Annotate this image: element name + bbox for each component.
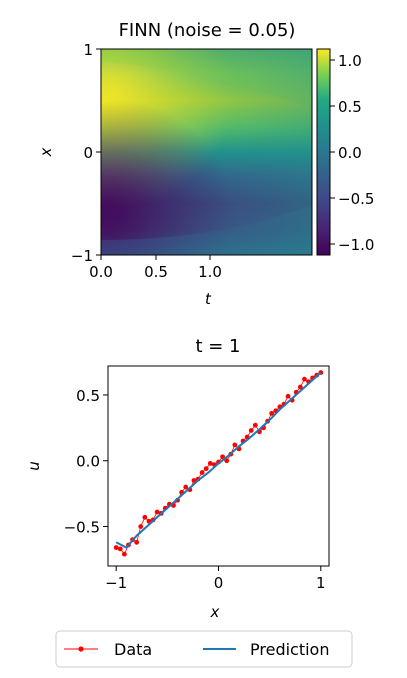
data-point (203, 466, 209, 472)
y-tick-label: 0.0 (76, 453, 100, 471)
line-panel: t = 1 −1 0 1 0.5 0.0 −0.5 x u (25, 336, 330, 621)
data-point (154, 509, 160, 515)
data-point (232, 442, 238, 448)
data-point (220, 454, 225, 460)
line-chart-title: t = 1 (195, 336, 240, 357)
data-point (302, 376, 307, 382)
data-point (121, 551, 127, 557)
colorbar-tick-label: 0.5 (338, 98, 362, 116)
data-point (269, 410, 275, 416)
line-chart-y-axis-label: u (25, 461, 43, 471)
line-chart-x-axis-label: x (210, 603, 220, 621)
data-point (117, 546, 123, 552)
data-point (134, 539, 140, 545)
colorbar-tick-label: −0.5 (338, 190, 374, 208)
legend-label-data: Data (114, 640, 152, 659)
legend-entry-prediction: Prediction (203, 640, 329, 659)
heatmap-x-tick-label: 1.0 (198, 263, 222, 281)
x-tick-label: 1 (316, 574, 326, 592)
data-point (224, 458, 230, 464)
data-point (113, 545, 119, 550)
heatmap-panel: FINN (noise = 0.05) 0.0 0.5 1.0 1 0 −1 (37, 20, 374, 308)
prediction-series-line (115, 371, 322, 549)
data-point (142, 514, 148, 520)
data-point (252, 422, 258, 428)
x-tick-label: −1 (105, 574, 127, 592)
heatmap-title: FINN (noise = 0.05) (119, 20, 296, 41)
data-point (207, 460, 213, 466)
colorbar: 1.0 0.5 0.0 −0.5 −1.0 (316, 48, 374, 256)
heatmap-field (101, 49, 312, 255)
y-tick-label: −0.5 (64, 519, 100, 537)
heatmap-y-tick-label: 0 (83, 144, 93, 162)
colorbar-tick-label: 1.0 (338, 52, 362, 70)
colorbar-tick-label: −1.0 (338, 236, 374, 254)
x-tick-label: 0 (214, 574, 224, 592)
y-tick-label: 0.5 (76, 387, 100, 405)
data-point (183, 484, 189, 490)
legend-data-marker (78, 646, 84, 652)
legend-label-prediction: Prediction (250, 640, 329, 659)
heatmap-x-axis-label: t (205, 290, 212, 308)
heatmap-x-tick-label: 0.0 (89, 263, 113, 281)
data-point (285, 393, 291, 399)
heatmap-y-axis-label: x (37, 147, 55, 157)
colorbar-gradient (316, 48, 331, 256)
data-point (297, 384, 303, 390)
data-point (191, 478, 197, 483)
data-point (248, 428, 254, 433)
heatmap-y-tick-label: −1 (71, 247, 93, 265)
heatmap-y-tick-label: 1 (83, 41, 93, 59)
colorbar-ticks: 1.0 0.5 0.0 −0.5 −1.0 (330, 52, 374, 254)
legend: Data Prediction (55, 630, 353, 668)
colorbar-tick-label: 0.0 (338, 144, 362, 162)
data-point (199, 470, 205, 475)
legend-entry-data: Data (64, 640, 152, 659)
line-chart-ticks: −1 0 1 0.5 0.0 −0.5 (64, 387, 326, 592)
heatmap-y-ticks: 1 0 −1 (71, 41, 101, 265)
heatmap-x-tick-label: 0.5 (144, 263, 168, 281)
data-point (138, 524, 144, 529)
heatmap-x-ticks: 0.0 0.5 1.0 (89, 255, 222, 281)
